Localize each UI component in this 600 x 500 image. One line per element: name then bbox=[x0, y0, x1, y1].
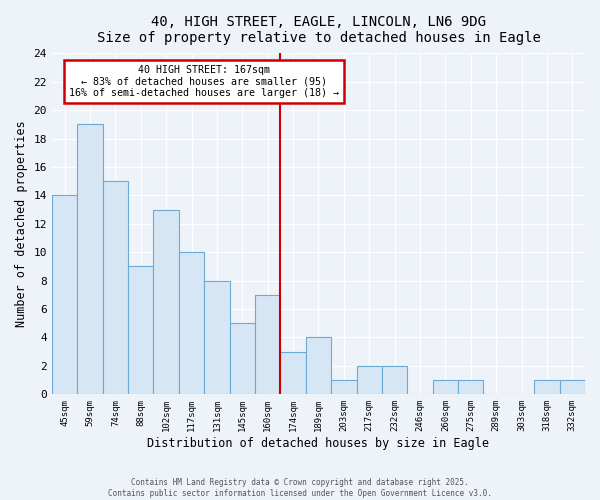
Bar bbox=[179, 252, 204, 394]
Bar bbox=[306, 338, 331, 394]
Bar bbox=[230, 324, 255, 394]
Bar bbox=[154, 210, 179, 394]
Bar bbox=[255, 295, 280, 394]
X-axis label: Distribution of detached houses by size in Eagle: Distribution of detached houses by size … bbox=[148, 437, 490, 450]
Bar bbox=[382, 366, 407, 394]
Y-axis label: Number of detached properties: Number of detached properties bbox=[15, 120, 28, 327]
Bar bbox=[356, 366, 382, 394]
Bar bbox=[534, 380, 560, 394]
Bar bbox=[560, 380, 585, 394]
Bar bbox=[77, 124, 103, 394]
Title: 40, HIGH STREET, EAGLE, LINCOLN, LN6 9DG
Size of property relative to detached h: 40, HIGH STREET, EAGLE, LINCOLN, LN6 9DG… bbox=[97, 15, 541, 45]
Bar bbox=[458, 380, 484, 394]
Text: Contains HM Land Registry data © Crown copyright and database right 2025.
Contai: Contains HM Land Registry data © Crown c… bbox=[108, 478, 492, 498]
Bar bbox=[128, 266, 154, 394]
Bar bbox=[280, 352, 306, 395]
Bar bbox=[331, 380, 356, 394]
Bar bbox=[52, 196, 77, 394]
Text: 40 HIGH STREET: 167sqm
← 83% of detached houses are smaller (95)
16% of semi-det: 40 HIGH STREET: 167sqm ← 83% of detached… bbox=[69, 64, 339, 98]
Bar bbox=[433, 380, 458, 394]
Bar bbox=[103, 181, 128, 394]
Bar bbox=[204, 280, 230, 394]
